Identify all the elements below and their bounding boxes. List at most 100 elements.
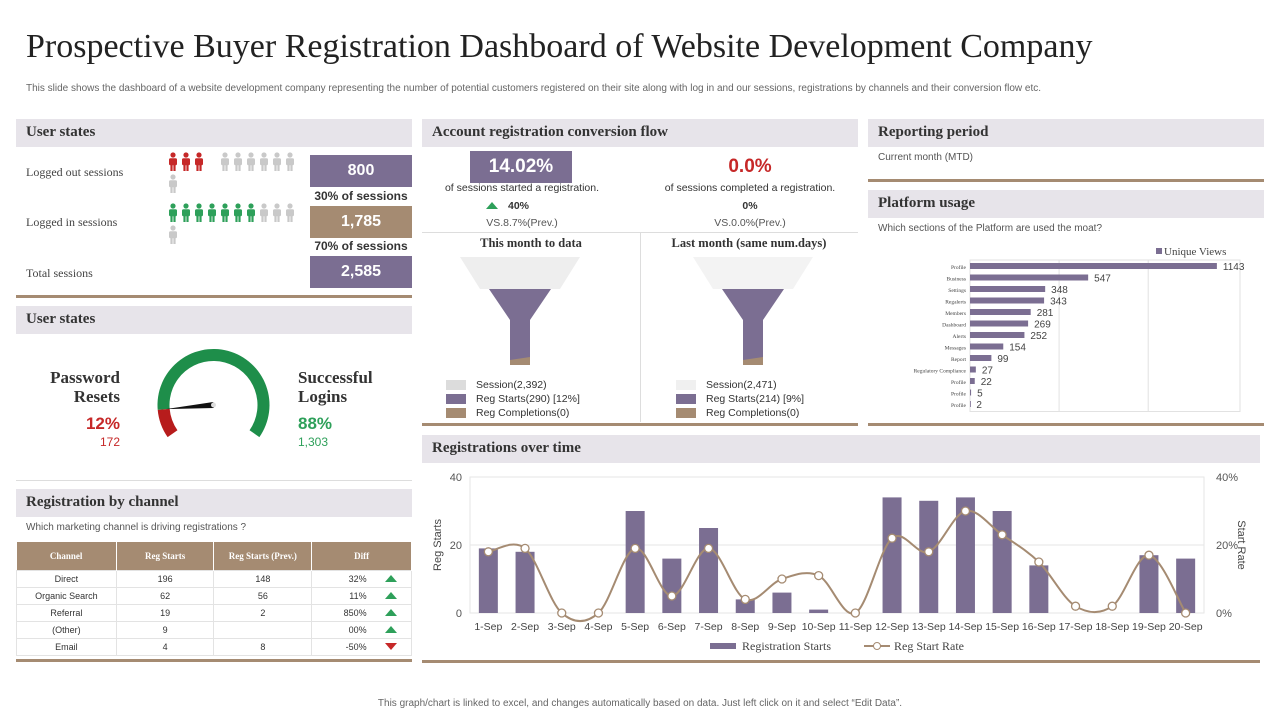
successful-logins-label: Successful Logins [298,368,373,406]
table-row: Direct 196 148 32% [16,569,412,588]
trend-up-icon [384,608,397,616]
started-prev: VS.8.7%(Prev.) [486,217,558,229]
category-label: Settings [948,288,966,294]
panel-title: User states [16,306,412,334]
legend-label: Reg Start Rate [894,639,964,653]
bar [625,511,645,613]
legend-label: Reg Starts(290) [12%] [476,393,580,405]
data-label: 154 [1009,343,1026,354]
diff-cell: -50% [311,637,412,656]
this-month-legend: Session(2,392) Reg Starts(290) [12%] Reg… [446,379,580,421]
bar [992,511,1012,613]
category-label: Dashboard [942,323,966,329]
x-tick-label: 6-Sep [658,621,686,633]
category-label: Profile [951,379,967,386]
rate-point [1107,601,1117,611]
person-icon [208,203,216,222]
y-tick-label: 40 [450,472,462,484]
x-tick-label: 17-Sep [1059,621,1093,633]
bar [970,378,975,384]
data-label: 5 [977,389,983,400]
data-label: 343 [1050,297,1067,308]
person-icon [260,203,268,222]
bar [1139,555,1159,613]
gauge-reset-arc [157,408,178,438]
rate-point [630,543,640,554]
registration-channel-panel: Registration by channel Which marketing … [16,489,412,662]
y-tick-label: 0 [456,608,462,620]
diff-cell: 11% [311,586,412,605]
funnel-session [460,257,580,289]
x-tick-label: 16-Sep [1022,621,1056,633]
person-icon [286,203,294,222]
divider [640,232,641,422]
completed-prev: VS.0.0%(Prev.) [714,217,786,229]
legend-swatch [446,408,466,419]
y-tick-label: 20 [450,540,462,552]
gauge-success-arc [157,349,270,438]
funnel-reg-starts [489,289,551,365]
x-tick-label: 3-Sep [548,621,576,633]
x-tick-label: 7-Sep [695,621,723,633]
legend-item: Reg Completions(0) [446,407,580,421]
table-cell: Email [16,637,117,656]
trend-up-icon [486,202,498,209]
password-resets-count: 172 [99,435,120,449]
started-change-value: 40% [508,200,530,212]
bar [515,551,535,613]
data-label: 27 [982,366,994,377]
diff-value: 32% [348,573,367,584]
completed-rate-value: 0.0% [728,156,772,177]
table-cell: 2 [213,603,313,622]
bar [970,320,1029,327]
y2-tick-label: 40% [1216,472,1238,484]
person-icon [260,152,268,171]
funnel-reg-completions [743,357,763,365]
trend-up-icon [384,574,397,582]
rate-point [997,530,1007,540]
logged-out-person-icons [168,152,298,194]
bar [1176,558,1196,613]
table-cell: (Other) [16,620,117,639]
x-tick-label: 13-Sep [912,621,946,633]
platform-question: Which sections of the Platform are used … [878,223,1102,234]
channel-column-header: Reg Starts (Prev.) [213,542,313,570]
person-icon [221,152,229,171]
successful-logins-pct: 88% [298,414,333,433]
legend-label: Session(2,471) [706,379,777,391]
bar [772,592,792,613]
legend-label: Reg Starts(214) [9%] [706,393,805,405]
category-label: Messages [945,346,966,352]
x-tick-label: 8-Sep [731,621,759,633]
trend-down-icon [384,642,397,650]
panel-title: Registrations over time [422,435,1260,463]
category-label: Regalerts [945,300,966,306]
table-row: (Other) 9 00% [16,620,412,639]
gauge-needle [165,402,214,410]
total-sessions-value: 2,585 [310,256,412,288]
logged-in-pct: 70% of sessions [314,239,408,253]
person-icon [195,203,203,222]
chart-legend: Registration Starts Reg Start Rate [710,639,964,653]
data-label: 269 [1034,320,1051,331]
rate-point [520,543,530,554]
bar [970,309,1031,315]
gauge-hub [211,402,216,408]
bar [970,355,992,361]
channel-question: Which marketing channel is driving regis… [26,522,247,533]
bar [970,389,972,396]
y2-axis-label: Start Rate [1235,520,1247,570]
x-tick-label: 11-Sep [839,621,872,633]
bar [882,497,902,613]
rate-point [557,608,567,618]
trend-up-icon [384,625,397,633]
bar [478,548,498,613]
rate-point [850,608,861,618]
bar [970,263,1217,269]
page-subtitle: This slide shows the dashboard of a webs… [26,83,1042,94]
this-month-title: This month to data [480,236,582,250]
registrations-over-time-chart: 0 0% 20 20% 40 40% Reg Starts Start Rate 1-Sep 2-… [432,472,1247,653]
person-icon [221,203,229,222]
channel-column-header: Channel [16,542,117,570]
bar [970,366,976,373]
